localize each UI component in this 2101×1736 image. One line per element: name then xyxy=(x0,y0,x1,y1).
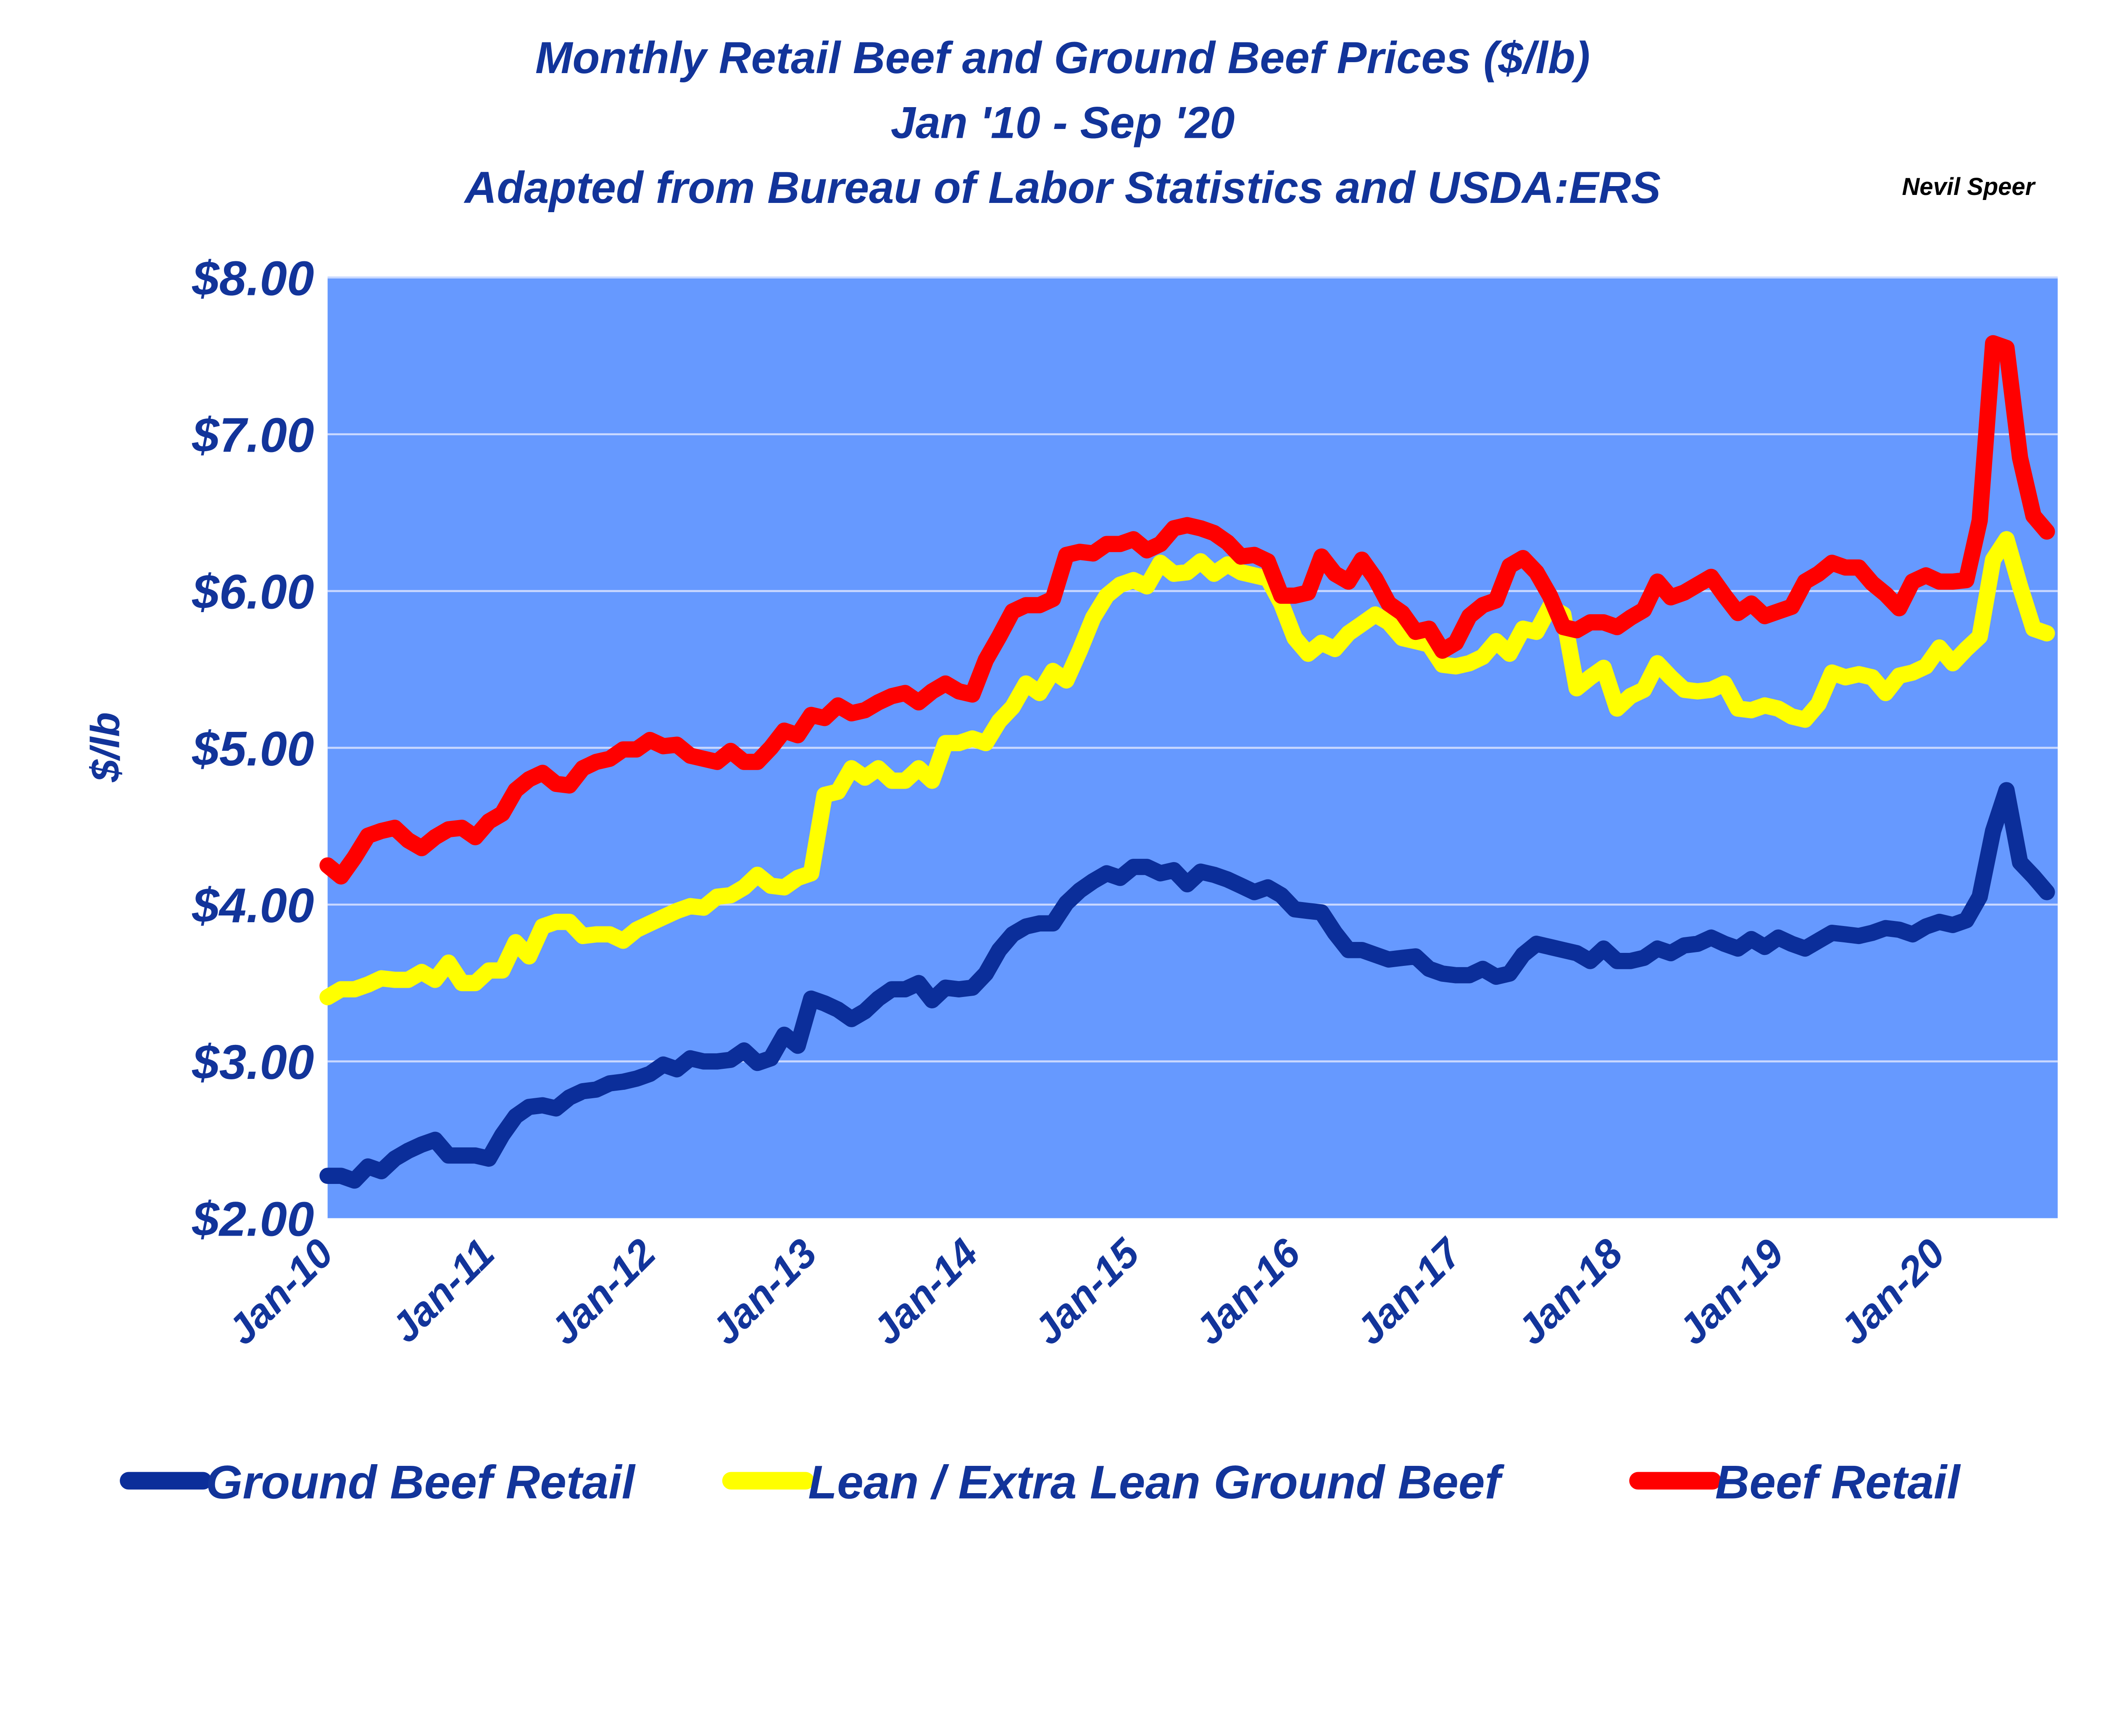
y-tick-label: $2.00 xyxy=(192,1192,314,1246)
x-tick-label: Jan-16 xyxy=(1186,1230,1309,1353)
x-tick-label: Jan-14 xyxy=(864,1231,987,1353)
x-tick-label: Jan-15 xyxy=(1025,1230,1148,1353)
x-tick-label: Jan-13 xyxy=(703,1231,825,1353)
legend-label: Ground Beef Retail xyxy=(206,1455,636,1508)
y-tick-label: $7.00 xyxy=(192,408,314,462)
series-line-ground-beef-retail xyxy=(319,782,2055,1189)
y-tick-label: $3.00 xyxy=(192,1035,314,1089)
x-tick-label: Jan-18 xyxy=(1509,1231,1631,1353)
y-tick-label: $4.00 xyxy=(192,878,314,933)
x-tick-label: Jan-17 xyxy=(1348,1229,1472,1353)
chart-subtitle-source: Adapted from Bureau of Labor Statistics … xyxy=(463,163,1661,213)
x-tick-label: Jan-10 xyxy=(219,1231,342,1353)
x-tick-label: Jan-20 xyxy=(1831,1231,1954,1353)
series-line-lean-extra-lean-ground-beef xyxy=(319,531,2055,1005)
x-tick-label: Jan-19 xyxy=(1670,1231,1793,1353)
chart-subtitle-dates: Jan '10 - Sep '20 xyxy=(891,98,1235,148)
line-chart: Monthly Retail Beef and Ground Beef Pric… xyxy=(83,33,2058,1508)
author-label: Nevil Speer xyxy=(1902,174,2036,200)
x-tick-label: Jan-11 xyxy=(382,1231,503,1351)
legend-label: Beef Retail xyxy=(1715,1455,1961,1508)
legend-label: Lean / Extra Lean Ground Beef xyxy=(808,1455,1504,1508)
y-axis-label: $/lb xyxy=(83,712,128,782)
series-line-beef-retail xyxy=(319,335,2055,885)
x-tick-label: Jan-12 xyxy=(542,1231,664,1353)
y-tick-label: $5.00 xyxy=(192,721,314,776)
chart-title: Monthly Retail Beef and Ground Beef Pric… xyxy=(535,33,1590,83)
y-tick-label: $6.00 xyxy=(192,565,314,619)
y-tick-label: $8.00 xyxy=(192,251,314,305)
